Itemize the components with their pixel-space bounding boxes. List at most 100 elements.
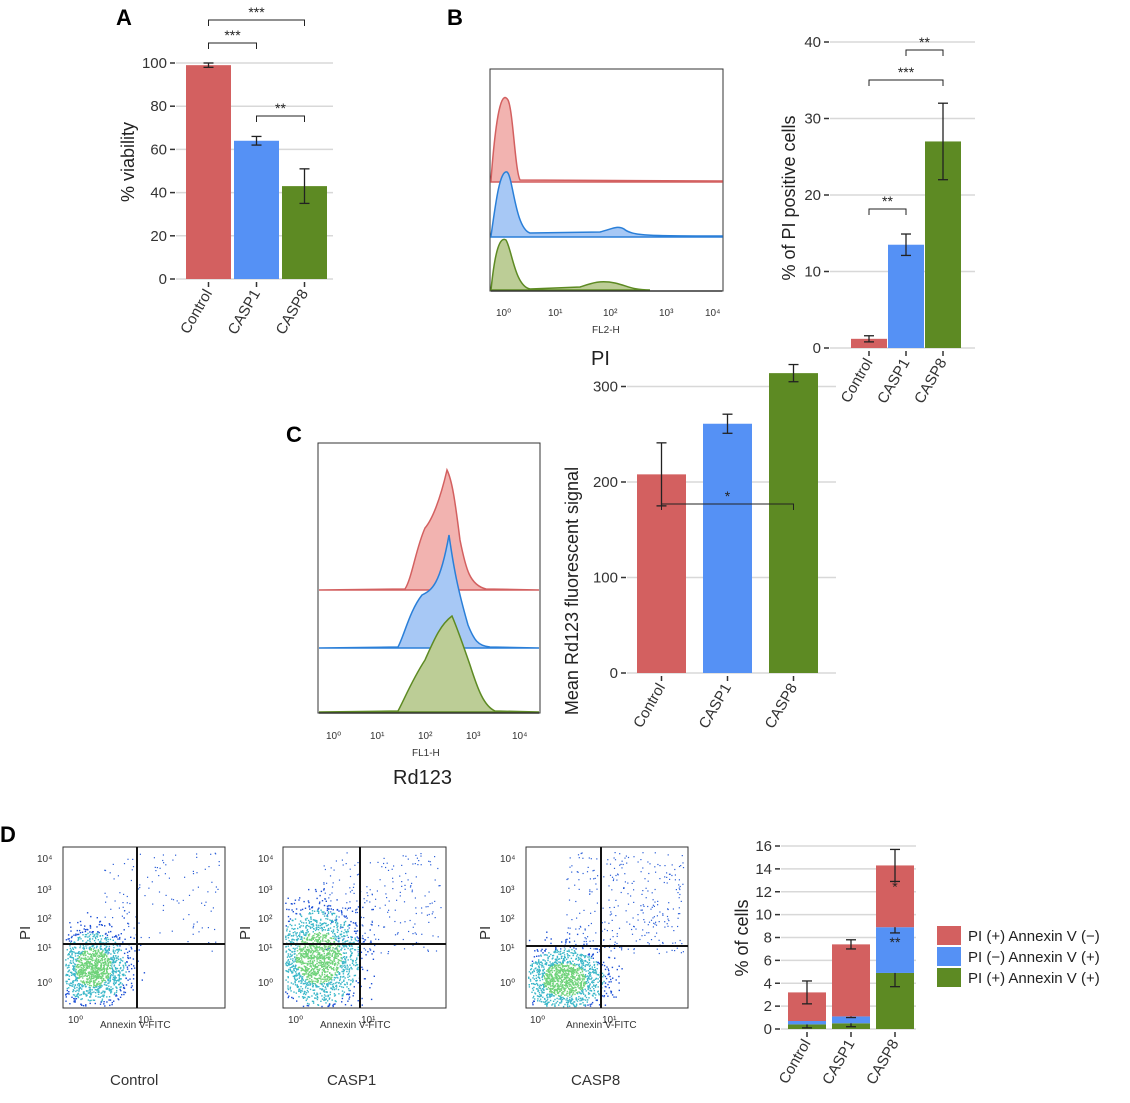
dots2-dot xyxy=(612,936,614,938)
dots2-dot xyxy=(550,978,553,981)
dots0-dot xyxy=(93,967,95,969)
dots0-dot xyxy=(207,891,209,893)
dots2-dot xyxy=(652,917,654,919)
dots0-dot xyxy=(90,954,93,956)
dots2-dot xyxy=(567,966,570,968)
dots2-dot xyxy=(552,995,554,997)
dots1-dot xyxy=(341,970,343,973)
dots1-dot xyxy=(287,970,289,972)
dots2-dot xyxy=(613,947,616,949)
dots1-dot xyxy=(330,974,333,977)
dots1-dot xyxy=(291,951,293,953)
dots0-dot xyxy=(148,887,150,889)
dots2-dot xyxy=(562,962,564,964)
dots1-dot xyxy=(304,973,306,975)
dots2-dot xyxy=(588,953,590,955)
dots0-dot xyxy=(125,984,128,986)
dots0-dot xyxy=(91,938,94,940)
dots1-dot xyxy=(338,959,341,962)
dots2-dot xyxy=(596,999,598,1001)
dots1-dot xyxy=(302,993,305,995)
dots2-dot xyxy=(586,980,589,982)
dots1-dot xyxy=(326,907,329,910)
dots0-dot xyxy=(112,978,114,980)
dots0-dot xyxy=(207,927,209,929)
dots1-dot xyxy=(361,966,363,968)
dots0-dot xyxy=(128,925,130,928)
dots0-dot xyxy=(93,935,95,937)
dots0-dot xyxy=(159,932,161,934)
dots0-dot xyxy=(113,1000,115,1002)
dots1-dot xyxy=(347,947,349,950)
dots2-dot xyxy=(662,941,664,944)
dots0-dot xyxy=(198,931,200,933)
dots0-dot xyxy=(172,899,175,901)
dots1-dot xyxy=(328,961,330,964)
c-hist-xlabel: FL1-H xyxy=(412,748,440,759)
dots1-dot xyxy=(316,957,319,959)
dots1-dot xyxy=(355,932,357,935)
dots0-dot xyxy=(99,984,102,987)
dots1-dot xyxy=(354,964,357,967)
dots1-dot xyxy=(323,959,326,962)
dots2-dot xyxy=(564,988,566,990)
dots2-dot xyxy=(555,958,557,960)
dots1-dot xyxy=(334,994,337,996)
dots2-dot xyxy=(559,953,562,956)
dots2-dot xyxy=(610,911,612,913)
dots2-dot xyxy=(590,1003,593,1005)
dots1-dot xyxy=(310,972,312,975)
dots2-dot xyxy=(579,959,582,962)
dots2-dot xyxy=(654,935,656,938)
dots0-dot xyxy=(116,967,119,970)
dots1-dot xyxy=(312,982,314,985)
dots1-dot xyxy=(344,920,347,923)
dots1-dot xyxy=(322,963,325,965)
dots2-dot xyxy=(593,989,596,992)
dots2-dot xyxy=(531,964,533,966)
dots0-dot xyxy=(103,990,105,993)
dots1-dot xyxy=(317,935,319,937)
dots1-dot xyxy=(404,884,406,886)
barsB-ytick-3: 30 xyxy=(804,111,821,128)
dots1-dot xyxy=(311,939,313,942)
dots0-dot xyxy=(94,985,96,987)
dots1-dot xyxy=(323,996,325,999)
dots2-dot xyxy=(678,884,680,886)
dots2-dot xyxy=(551,985,553,987)
dots0-dot xyxy=(72,989,75,991)
dots0-dot xyxy=(215,891,217,893)
dots2-dot xyxy=(558,976,561,978)
dots1-dot xyxy=(324,966,326,968)
dots2-dot xyxy=(559,988,561,990)
dots1-dot xyxy=(369,929,371,931)
dots1-dot xyxy=(420,864,422,866)
dots1-dot xyxy=(294,899,297,901)
dots1-dot xyxy=(320,978,322,980)
dots2-dot xyxy=(584,965,587,967)
dots0-dot xyxy=(101,935,104,937)
dots2-dot xyxy=(556,997,558,1000)
dots0-dot xyxy=(210,910,212,912)
dots1-dot xyxy=(294,950,296,953)
dots0-dot xyxy=(90,994,92,996)
dots0-dot xyxy=(77,972,79,974)
dots2-dot xyxy=(531,965,533,968)
dots2-dot xyxy=(566,992,568,995)
dots2-dot xyxy=(596,858,598,860)
dots2-dot xyxy=(576,967,579,970)
dots2-dot xyxy=(666,882,668,884)
dots2-dot xyxy=(664,921,666,923)
dots2-dot xyxy=(565,940,567,943)
dots2-dot xyxy=(584,983,586,985)
dots1-dot xyxy=(296,986,299,988)
dots2-dot xyxy=(545,979,547,981)
dots0-dot xyxy=(73,973,75,975)
dots1-dot xyxy=(307,996,309,998)
dots1-dot xyxy=(330,966,332,968)
dots0-dot xyxy=(117,974,119,976)
dots2-dot xyxy=(560,957,563,959)
dots0-dot xyxy=(116,944,118,947)
dots1-dot xyxy=(313,977,316,979)
dots0-dot xyxy=(74,953,77,955)
